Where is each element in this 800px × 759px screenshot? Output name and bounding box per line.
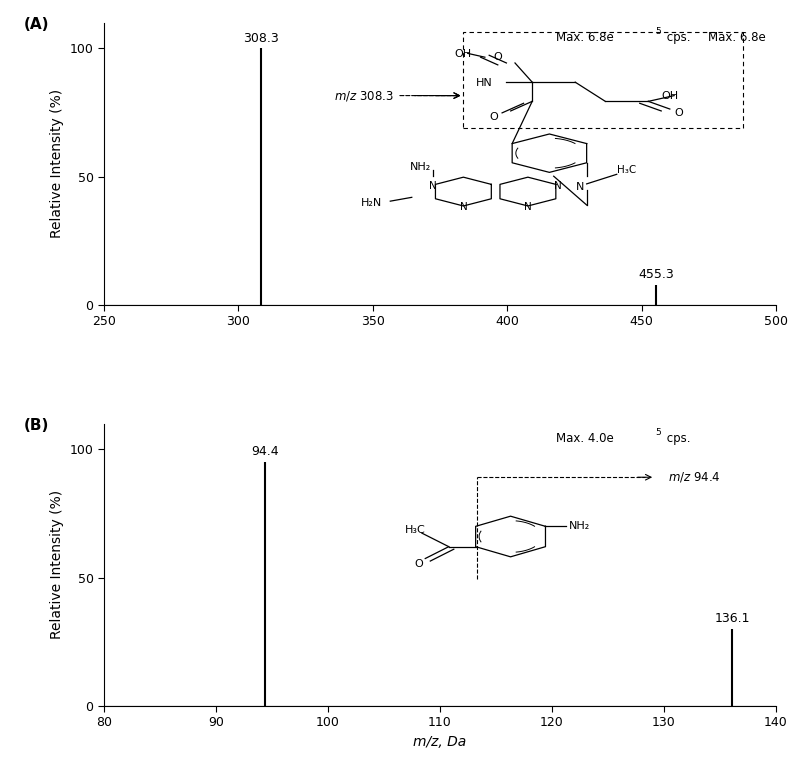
Y-axis label: Relative Intensity (%): Relative Intensity (%)	[50, 490, 64, 639]
Text: 308.3: 308.3	[243, 32, 278, 45]
Text: 94.4: 94.4	[251, 446, 279, 458]
Text: 136.1: 136.1	[714, 612, 750, 625]
Text: cps.: cps.	[663, 31, 690, 44]
Text: 5: 5	[655, 27, 661, 36]
Y-axis label: Relative Intensity (%): Relative Intensity (%)	[50, 90, 64, 238]
Text: Max. 6.8e: Max. 6.8e	[708, 31, 766, 44]
Text: 455.3: 455.3	[638, 268, 674, 281]
X-axis label: m/z, Da: m/z, Da	[414, 735, 466, 749]
Text: (A): (A)	[23, 17, 49, 32]
Text: Max. 4.0e: Max. 4.0e	[555, 432, 614, 445]
Text: 5: 5	[655, 428, 661, 437]
Text: cps.: cps.	[663, 432, 690, 445]
Text: (B): (B)	[23, 418, 49, 433]
Text: Max. 6.8e: Max. 6.8e	[555, 31, 614, 44]
